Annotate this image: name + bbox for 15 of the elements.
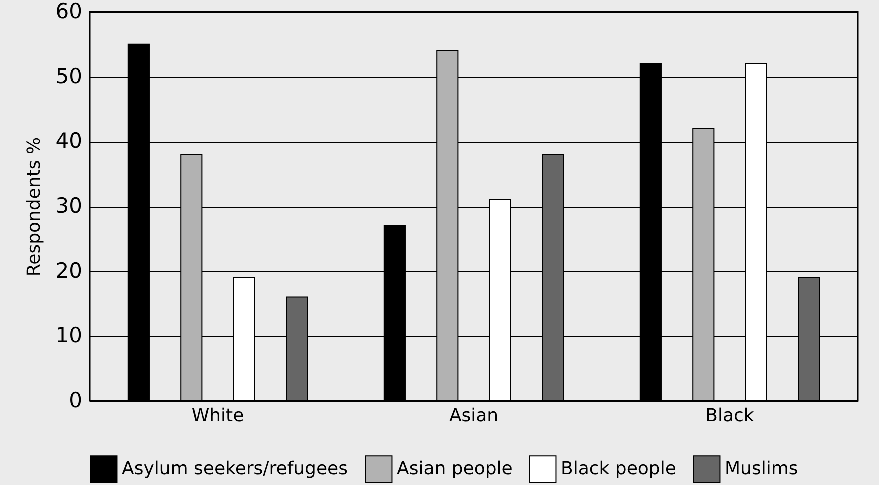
legend-label: Asian people bbox=[397, 458, 513, 480]
y-tick-label: 0 bbox=[69, 388, 82, 412]
legend-label: Black people bbox=[561, 458, 676, 480]
legend-label: Asylum seekers/refugees bbox=[122, 458, 348, 480]
y-tick-label: 20 bbox=[56, 258, 82, 283]
y-tick-label: 60 bbox=[56, 0, 82, 24]
y-tick-label: 10 bbox=[56, 324, 82, 348]
legend-label: Muslims bbox=[725, 458, 798, 480]
x-tick-label: Asian bbox=[449, 406, 499, 426]
y-tick-label: 30 bbox=[56, 194, 82, 218]
x-tick-label: Black bbox=[706, 406, 755, 426]
y-tick-label: 40 bbox=[56, 129, 82, 154]
y-axis-title: Respondents % bbox=[24, 137, 45, 277]
y-tick-label: 50 bbox=[56, 64, 82, 88]
x-tick-label: White bbox=[192, 406, 244, 426]
